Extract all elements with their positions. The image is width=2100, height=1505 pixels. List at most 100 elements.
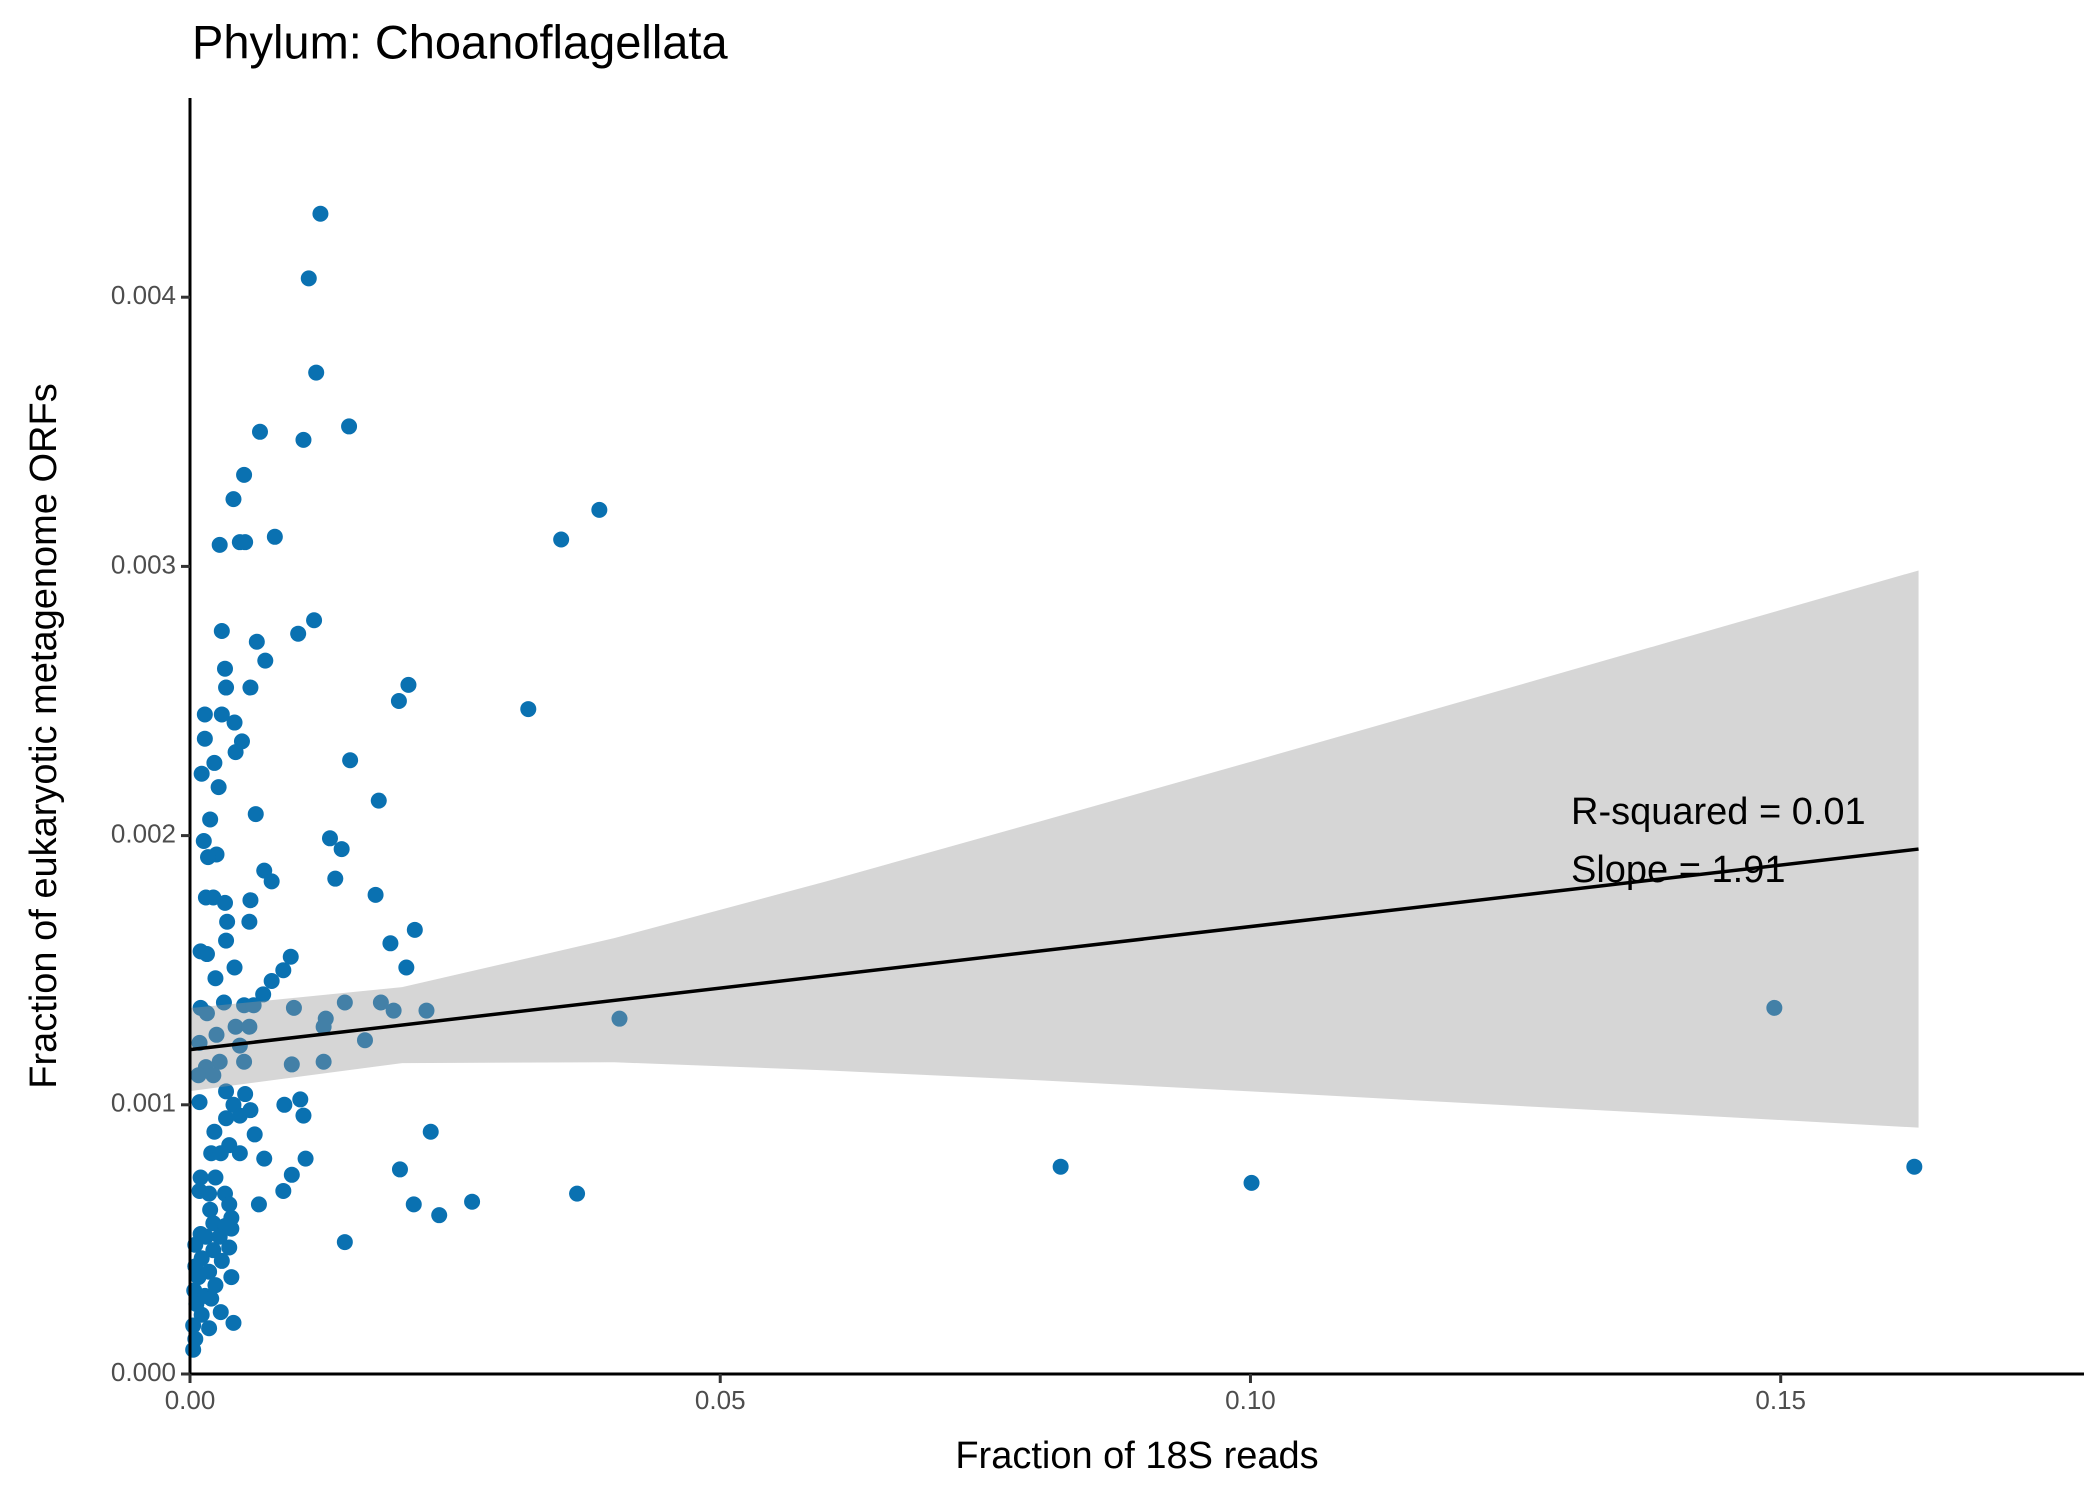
- point: [202, 1201, 219, 1218]
- point: [257, 652, 274, 669]
- point: [212, 1145, 229, 1162]
- point: [218, 1110, 235, 1127]
- point: [193, 1306, 210, 1323]
- point: [221, 1239, 238, 1256]
- point: [207, 970, 224, 987]
- point: [200, 849, 217, 866]
- point: [464, 1193, 481, 1210]
- y-axis-title: Fraction of eukaryotic metagenome ORFs: [23, 383, 65, 1088]
- y-tick-label: 0.000: [111, 1357, 176, 1387]
- point: [290, 625, 307, 642]
- point: [208, 1026, 225, 1043]
- fit-line: [189, 847, 1919, 1052]
- point: [223, 1220, 240, 1237]
- point: [327, 870, 344, 887]
- point: [283, 1166, 300, 1183]
- point: [218, 932, 235, 949]
- x-tick-label: 0.05: [695, 1385, 746, 1415]
- point: [203, 1290, 220, 1307]
- y-tick-label: 0.001: [111, 1088, 176, 1118]
- point: [241, 1018, 258, 1035]
- point: [245, 997, 262, 1014]
- x-tick-label: 0.15: [1755, 1385, 1806, 1415]
- point: [213, 1252, 230, 1269]
- point: [611, 1010, 628, 1027]
- point: [218, 1083, 235, 1100]
- point: [390, 693, 407, 710]
- point: [306, 612, 323, 629]
- point: [321, 830, 338, 847]
- point: [237, 1086, 254, 1103]
- point: [202, 811, 219, 828]
- point: [213, 623, 230, 640]
- point: [223, 1269, 240, 1286]
- point: [422, 1123, 439, 1140]
- point: [255, 986, 272, 1003]
- y-tick-label: 0.004: [111, 280, 176, 310]
- point: [406, 921, 423, 938]
- point: [275, 1182, 292, 1199]
- point: [263, 972, 280, 989]
- point: [283, 1056, 300, 1073]
- point: [205, 1242, 222, 1259]
- point: [256, 1150, 273, 1167]
- point: [553, 531, 570, 548]
- point: [1906, 1158, 1923, 1175]
- point: [206, 754, 223, 771]
- point: [418, 1002, 435, 1019]
- point: [231, 1107, 248, 1124]
- point: [192, 1169, 209, 1186]
- point: [196, 730, 213, 747]
- point: [196, 706, 213, 723]
- point: [201, 1185, 218, 1202]
- point: [236, 1053, 253, 1070]
- point: [212, 1304, 229, 1321]
- point: [190, 1067, 207, 1084]
- point: [242, 679, 259, 696]
- point: [198, 946, 215, 963]
- point: [1766, 999, 1783, 1016]
- point: [275, 962, 292, 979]
- point: [391, 1161, 408, 1178]
- point: [198, 1005, 215, 1022]
- point: [372, 994, 389, 1011]
- point: [221, 1196, 238, 1213]
- y-tick-label: 0.003: [111, 549, 176, 579]
- point: [191, 1094, 208, 1111]
- point: [227, 1018, 244, 1035]
- point: [312, 205, 329, 222]
- point: [218, 679, 235, 696]
- point: [315, 1053, 332, 1070]
- point: [195, 832, 212, 849]
- annotation: R-squared = 0.01: [1571, 791, 1866, 833]
- point: [341, 418, 358, 435]
- point: [292, 1091, 309, 1108]
- point: [569, 1185, 586, 1202]
- point: [237, 534, 254, 551]
- point: [215, 994, 232, 1011]
- point: [300, 270, 317, 287]
- point: [211, 536, 228, 553]
- point: [336, 1234, 353, 1251]
- point: [250, 1196, 267, 1213]
- point: [263, 873, 280, 890]
- point: [1052, 1158, 1069, 1175]
- point: [211, 1228, 228, 1245]
- point: [206, 1123, 223, 1140]
- point: [225, 491, 242, 508]
- point: [385, 1002, 402, 1019]
- point: [216, 894, 233, 911]
- point: [356, 1032, 373, 1049]
- point: [185, 1317, 202, 1334]
- point: [297, 1150, 314, 1167]
- point: [282, 948, 299, 965]
- point: [315, 1018, 332, 1035]
- x-axis-title: Fraction of 18S reads: [955, 1435, 1318, 1477]
- point: [266, 528, 283, 545]
- point: [242, 892, 259, 909]
- point: [201, 1320, 218, 1337]
- point: [207, 1169, 224, 1186]
- point: [205, 1067, 222, 1084]
- point: [236, 466, 253, 483]
